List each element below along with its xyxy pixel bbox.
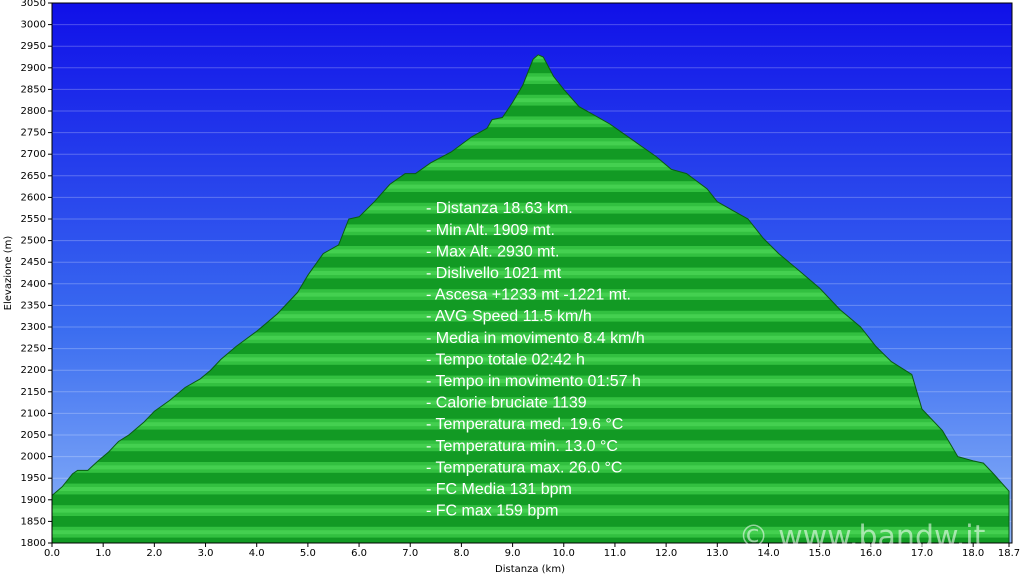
y-tick-label: 2700	[21, 149, 46, 160]
x-tick-label: 6.0	[351, 548, 367, 559]
y-tick-label: 1850	[21, 516, 46, 527]
annotation: - FC max 159 bpm	[426, 503, 558, 520]
y-tick-label: 2950	[21, 41, 46, 52]
area	[51, 54, 1010, 544]
y-tick-label: 2300	[21, 322, 46, 333]
x-tick-label: 2.0	[146, 548, 162, 559]
watermark: © www.bandw.it	[739, 520, 986, 555]
x-tick-label: 0.0	[44, 548, 60, 559]
x-axis-label: Distanza (km)	[495, 564, 565, 575]
y-axis-label: Elevazione (m)	[3, 236, 14, 311]
x-tick-label: 17.0	[911, 548, 933, 559]
x-tick-label: 4.0	[249, 548, 265, 559]
y-tick-label: 1900	[21, 495, 46, 506]
annotation: - Tempo in movimento 01:57 h	[426, 373, 641, 390]
x-tick-label: 7.0	[402, 548, 418, 559]
annotation: - Temperatura med. 19.6 °C	[426, 416, 623, 433]
annotation: - AVG Speed 11.5 km/h	[426, 308, 592, 325]
x-tick-label: 1.0	[95, 548, 111, 559]
x-tick-label: 9.0	[505, 548, 521, 559]
annotation: - Max Alt. 2930 mt.	[426, 243, 559, 260]
annotation: - Calorie bruciate 1139	[426, 395, 587, 412]
y-tick-label: 1800	[21, 538, 46, 549]
x-tick-label: 12.0	[655, 548, 677, 559]
annotation: - Distanza 18.63 km.	[426, 200, 573, 217]
annotation: - Media in movimento 8.4 km/h	[426, 330, 645, 347]
x-tick-label: 14.0	[757, 548, 779, 559]
y-tick-label: 2000	[21, 452, 46, 463]
x-tick-label: 16.0	[860, 548, 882, 559]
y-tick-label: 2350	[21, 300, 46, 311]
y-tick-label: 2800	[21, 106, 46, 117]
plot-frame	[51, 2, 1013, 544]
y-tick-label: 2100	[21, 408, 46, 419]
x-tick-label: 18.0	[962, 548, 984, 559]
y-tick-label: 2750	[21, 128, 46, 139]
x-tick-label: 3.0	[198, 548, 214, 559]
y-tick-label: 2900	[21, 63, 46, 74]
y-tick-label: 2050	[21, 430, 46, 441]
y-tick-label: 2650	[21, 171, 46, 182]
x-tick-label: 10.0	[553, 548, 575, 559]
x-tick-label: 8.0	[453, 548, 469, 559]
x-tick-label: 5.0	[300, 548, 316, 559]
y-tick-label: 2250	[21, 344, 46, 355]
y-tick-label: 2850	[21, 84, 46, 95]
x-tick-label: 15.0	[809, 548, 831, 559]
y-tick-label: 2600	[21, 192, 46, 203]
y-tick-label: 2550	[21, 214, 46, 225]
x-tick-label: 18.7	[998, 548, 1020, 559]
y-tick-label: 3000	[21, 20, 46, 31]
x-tick-label: 11.0	[604, 548, 626, 559]
y-tick-label: 2500	[21, 236, 46, 247]
annotation: - FC Media 131 bpm	[426, 481, 572, 498]
annotation: - Temperatura min. 13.0 °C	[426, 438, 618, 455]
y-tick-label: 2200	[21, 365, 46, 376]
y-tick-label: 2450	[21, 257, 46, 268]
annotation: - Ascesa +1233 mt -1221 mt.	[426, 287, 631, 304]
annotation: - Dislivello 1021 mt	[426, 265, 562, 282]
y-tick-label: 2400	[21, 279, 46, 290]
y-tick-label: 1950	[21, 473, 46, 484]
y-tick-label: 2150	[21, 387, 46, 398]
annotation: - Min Alt. 1909 mt.	[426, 222, 555, 239]
y-tick-label: 3050	[21, 0, 46, 9]
x-tick-label: 13.0	[706, 548, 728, 559]
annotation: - Temperatura max. 26.0 °C	[426, 459, 622, 476]
annotation: - Tempo totale 02:42 h	[426, 351, 585, 368]
